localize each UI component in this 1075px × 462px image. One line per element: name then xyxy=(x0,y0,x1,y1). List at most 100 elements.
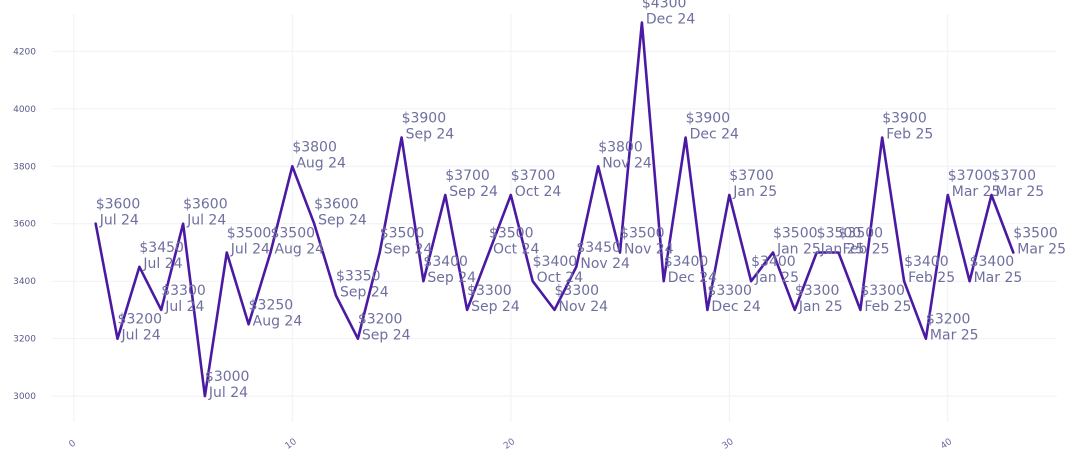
data-label-value: $3400 xyxy=(423,254,468,270)
data-label-date: Dec 24 xyxy=(646,12,695,28)
y-tick-label: 3600 xyxy=(13,220,36,230)
x-tick-label: 0 xyxy=(67,438,78,450)
series-layer xyxy=(94,21,1015,398)
data-label-date: Sep 24 xyxy=(340,285,389,301)
data-label-value: $3800 xyxy=(598,139,643,155)
data-label-value: $3800 xyxy=(292,139,337,155)
data-label-date: Aug 24 xyxy=(274,241,324,257)
data-label-date: Dec 24 xyxy=(668,270,717,286)
data-label-value: $3900 xyxy=(882,111,927,127)
data-label-value: $3450 xyxy=(576,240,621,256)
data-label-date: Dec 24 xyxy=(690,127,739,143)
data-label-value: $4300 xyxy=(642,0,687,12)
data-label-date: Jul 24 xyxy=(208,385,248,401)
data-label-value: $3500 xyxy=(270,225,315,241)
data-label-value: $3300 xyxy=(795,283,840,299)
series-line xyxy=(94,21,1015,398)
data-label-date: Jan 25 xyxy=(732,184,777,200)
y-tick-label: 4000 xyxy=(13,105,36,115)
data-label-value: $3200 xyxy=(358,312,403,328)
data-label-value: $3400 xyxy=(664,254,709,270)
data-label-date: Feb 25 xyxy=(843,241,890,257)
data-label-value: $3500 xyxy=(1013,225,1058,241)
y-tick-label: 4200 xyxy=(13,47,36,57)
y-axis-ticks: 3000 3200 3400 3600 3800 4000 4200 xyxy=(13,47,36,402)
data-label-date: Jul 24 xyxy=(164,299,204,315)
data-label-date: Nov 24 xyxy=(580,256,630,272)
data-label-date: Jan 25 xyxy=(820,241,865,257)
data-label-date: Jan 25 xyxy=(754,270,799,286)
data-label-date: Jul 24 xyxy=(99,213,139,229)
data-label-value: $3400 xyxy=(904,254,949,270)
data-label-value: $3300 xyxy=(707,283,752,299)
data-label-value: $3200 xyxy=(118,312,163,328)
data-label-date: Oct 24 xyxy=(537,270,584,286)
data-label-value: $3350 xyxy=(336,269,381,285)
data-label-value: $3700 xyxy=(445,168,490,184)
data-label-value: $3000 xyxy=(205,369,250,385)
data-label-value: $3400 xyxy=(751,254,796,270)
data-label-date: Jul 24 xyxy=(186,213,226,229)
data-label-date: Mar 25 xyxy=(974,270,1023,286)
data-label-date: Oct 24 xyxy=(515,184,562,200)
data-label-date: Aug 24 xyxy=(253,313,303,329)
y-tick-label: 3400 xyxy=(13,277,36,287)
data-label-value: $3500 xyxy=(773,225,818,241)
data-label-value: $3300 xyxy=(161,283,206,299)
data-label-date: Mar 25 xyxy=(995,184,1044,200)
data-label-date: Oct 24 xyxy=(493,241,540,257)
x-tick-label: 20 xyxy=(502,437,517,452)
data-label-value: $3700 xyxy=(991,168,1036,184)
data-label-date: Jul 24 xyxy=(230,241,270,257)
data-label-value: $3700 xyxy=(948,168,993,184)
data-label-date: Sep 24 xyxy=(362,328,411,344)
data-label-value: $3500 xyxy=(839,225,884,241)
data-label-date: Sep 24 xyxy=(318,213,367,229)
data-label-value: $3900 xyxy=(686,111,731,127)
data-label-date: Dec 24 xyxy=(711,299,760,315)
data-label-value: $3500 xyxy=(620,225,665,241)
x-tick-label: 10 xyxy=(284,437,299,452)
y-tick-label: 3000 xyxy=(13,392,36,402)
data-label-value: $3300 xyxy=(860,283,905,299)
data-label-value: $3500 xyxy=(489,225,534,241)
data-label-value: $3700 xyxy=(511,168,556,184)
data-label-value: $3600 xyxy=(96,197,141,213)
data-label-value: $3500 xyxy=(380,225,425,241)
data-label-value: $3450 xyxy=(139,240,184,256)
data-label-date: Mar 25 xyxy=(952,184,1001,200)
x-tick-label: 40 xyxy=(939,437,954,452)
data-label-value: $3300 xyxy=(555,283,600,299)
data-label-value: $3900 xyxy=(402,111,447,127)
data-label-date: Mar 25 xyxy=(930,328,979,344)
data-label-date: Sep 24 xyxy=(384,241,433,257)
grid-lines xyxy=(52,14,1057,422)
data-label-value: $3700 xyxy=(729,168,774,184)
data-label-date: Nov 24 xyxy=(559,299,609,315)
x-tick-label: 30 xyxy=(721,437,736,452)
data-label-date: Nov 24 xyxy=(624,241,674,257)
data-label-value: $3400 xyxy=(533,254,578,270)
data-label-date: Sep 24 xyxy=(427,270,476,286)
data-label-date: Mar 25 xyxy=(1017,241,1066,257)
y-tick-label: 3800 xyxy=(13,162,36,172)
data-label-date: Nov 24 xyxy=(602,155,652,171)
y-tick-label: 3200 xyxy=(13,335,36,345)
data-label-value: $3500 xyxy=(227,225,272,241)
x-axis-ticks: 0 10 20 30 40 xyxy=(67,437,954,452)
data-label-date: Feb 25 xyxy=(864,299,911,315)
data-label-date: Sep 24 xyxy=(471,299,520,315)
data-label-value: $3500 xyxy=(817,225,862,241)
data-label-value: $3250 xyxy=(249,297,294,313)
data-label-date: Jan 25 xyxy=(798,299,843,315)
data-label-date: Jan 25 xyxy=(776,241,821,257)
data-label-value: $3600 xyxy=(314,197,359,213)
data-label-date: Sep 24 xyxy=(406,127,455,143)
data-label-value: $3300 xyxy=(467,283,512,299)
data-label-date: Sep 24 xyxy=(449,184,498,200)
data-label-date: Aug 24 xyxy=(296,155,346,171)
data-label-date: Feb 25 xyxy=(886,127,933,143)
data-label-value: $3400 xyxy=(970,254,1015,270)
